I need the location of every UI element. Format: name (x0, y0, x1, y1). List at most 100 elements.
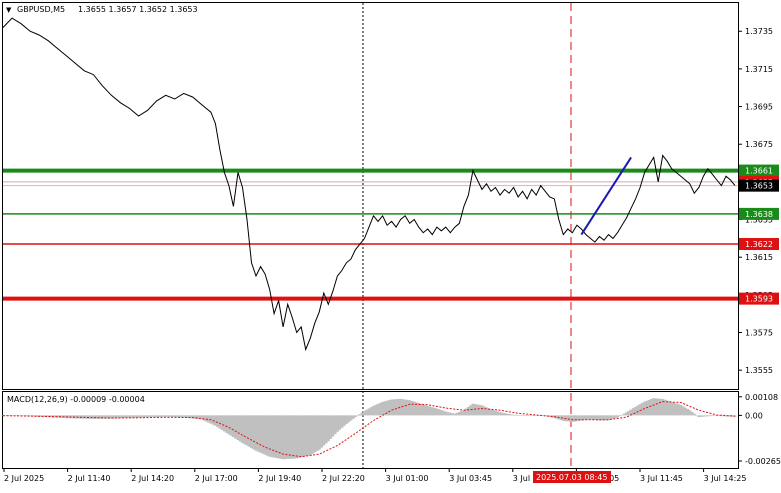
macd-histogram-bar (356, 415, 360, 416)
macd-histogram-bar (713, 415, 717, 416)
macd-histogram-bar (541, 415, 545, 416)
y-tick-label: 1.3615 (745, 253, 773, 262)
macd-histogram-bar (555, 415, 559, 419)
level-price-label: 1.3638 (745, 210, 773, 219)
macd-histogram-bar (213, 415, 217, 426)
macd-histogram-bar (654, 398, 658, 416)
macd-histogram-bar (78, 415, 82, 419)
macd-histogram-bar (123, 415, 127, 419)
macd-histogram-bar (482, 406, 486, 416)
macd-histogram-bar (367, 408, 371, 416)
y-tick-label: 1.3635 (745, 216, 773, 225)
macd-histogram-bar (132, 415, 136, 418)
macd-histogram-bar (731, 415, 735, 417)
macd-histogram-bar (473, 404, 477, 416)
macd-histogram-bar (602, 415, 606, 421)
trend-line[interactable] (580, 156, 632, 236)
macd-histogram-bar (247, 415, 251, 447)
macd-histogram-bar (670, 401, 674, 416)
macd-histogram-bar (586, 415, 590, 420)
macd-histogram-bar (548, 415, 552, 417)
x-tick-label: 2 Jul 19:40 (258, 474, 301, 483)
macd-histogram-bar (433, 407, 437, 416)
macd-histogram-bar (204, 415, 208, 422)
macd-histogram-bar (21, 415, 25, 416)
macd-histogram-bar (378, 402, 382, 416)
macd-histogram-bar (10, 415, 14, 416)
macd-histogram-bar (649, 399, 653, 416)
macd-histogram-bar (631, 408, 635, 416)
macd-histogram-bar (640, 402, 644, 416)
macd-histogram-bar (733, 415, 737, 417)
macd-histogram-bar (523, 415, 527, 416)
symbol-dropdown-icon[interactable]: ▼ (6, 6, 12, 14)
macd-histogram-bar (582, 415, 586, 421)
macd-histogram-bar (290, 415, 294, 459)
macd-histogram-bar (250, 415, 254, 449)
macd-label: MACD(12,26,9) -0.00009 -0.00004 (7, 395, 145, 404)
macd-histogram-bar (231, 415, 235, 438)
macd-histogram-bar (195, 415, 199, 419)
macd-histogram-bar (170, 415, 174, 418)
macd-histogram-bar (182, 415, 186, 418)
macd-histogram-bar (283, 415, 287, 460)
macd-histogram-bar (277, 415, 281, 459)
macd-histogram-bar (697, 415, 701, 418)
macd-histogram-bar (173, 415, 177, 418)
macd-histogram-bar (695, 415, 699, 416)
macd-histogram-bar (383, 401, 387, 416)
macd-histogram-bar (369, 407, 373, 416)
macd-histogram-bar (663, 399, 667, 416)
macd-histogram-bar (103, 415, 107, 419)
macd-histogram-bar (91, 415, 95, 419)
macd-histogram-bar (471, 403, 475, 416)
macd-histogram-bar (568, 415, 572, 422)
macd-histogram-bar (717, 415, 721, 417)
macd-histogram-bar (618, 415, 622, 417)
macd-histogram-bar (150, 415, 154, 418)
macd-histogram-bar (387, 400, 391, 416)
macd-histogram-bar (426, 405, 430, 416)
macd-histogram-bar (259, 415, 263, 453)
macd-histogram-bar (512, 414, 516, 416)
macd-histogram-bar (100, 415, 104, 419)
macd-histogram-bar (166, 415, 170, 417)
macd-histogram-bar (514, 415, 518, 416)
macd-histogram-bar (579, 415, 583, 421)
macd-histogram-bar (281, 415, 285, 460)
macd-histogram-bar (128, 415, 132, 418)
macd-histogram-bar (28, 415, 32, 417)
macd-histogram-bar (288, 415, 292, 459)
macd-histogram-bar (532, 415, 536, 416)
macd-histogram-bar (688, 410, 692, 416)
macd-histogram-bar (462, 410, 466, 416)
macd-histogram-bar (647, 399, 651, 416)
macd-histogram-bar (216, 415, 220, 428)
macd-histogram-bar (159, 415, 163, 417)
macd-histogram-bar (96, 415, 100, 419)
macd-histogram-bar (627, 410, 631, 416)
macd-histogram-bar (109, 415, 113, 419)
macd-histogram-bar (679, 405, 683, 416)
x-tick-label: 2 Jul 2025 (4, 474, 44, 483)
macd-histogram-bar (588, 415, 592, 420)
macd-histogram-bar (704, 415, 708, 417)
macd-histogram-bar (177, 415, 181, 418)
level-price-label: 1.3593 (745, 295, 773, 304)
macd-histogram-bar (256, 415, 260, 452)
y-tick-label: 1.3715 (745, 65, 773, 74)
macd-histogram-bar (460, 411, 464, 416)
macd-histogram-bar (3, 415, 7, 416)
macd-histogram-bar (189, 415, 193, 419)
macd-histogram-bar (227, 415, 231, 435)
macd-histogram-bar (148, 415, 152, 418)
price-pane-frame (2, 2, 739, 390)
macd-histogram-bar (186, 415, 190, 418)
macd-histogram-bar (442, 410, 446, 416)
macd-histogram-bar (439, 410, 443, 416)
macd-histogram-bar (667, 401, 671, 416)
macd-histogram-bar (518, 415, 522, 416)
macd-histogram-bar (349, 415, 353, 421)
